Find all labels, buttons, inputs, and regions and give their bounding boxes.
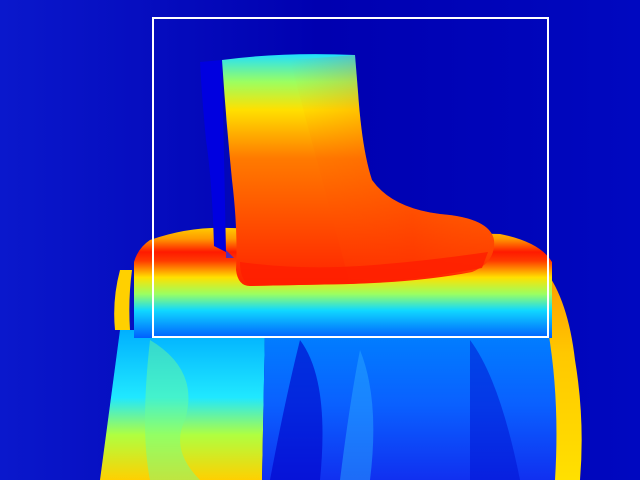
bounding-box [152,17,549,338]
boot [200,54,495,286]
cloth [100,270,582,480]
